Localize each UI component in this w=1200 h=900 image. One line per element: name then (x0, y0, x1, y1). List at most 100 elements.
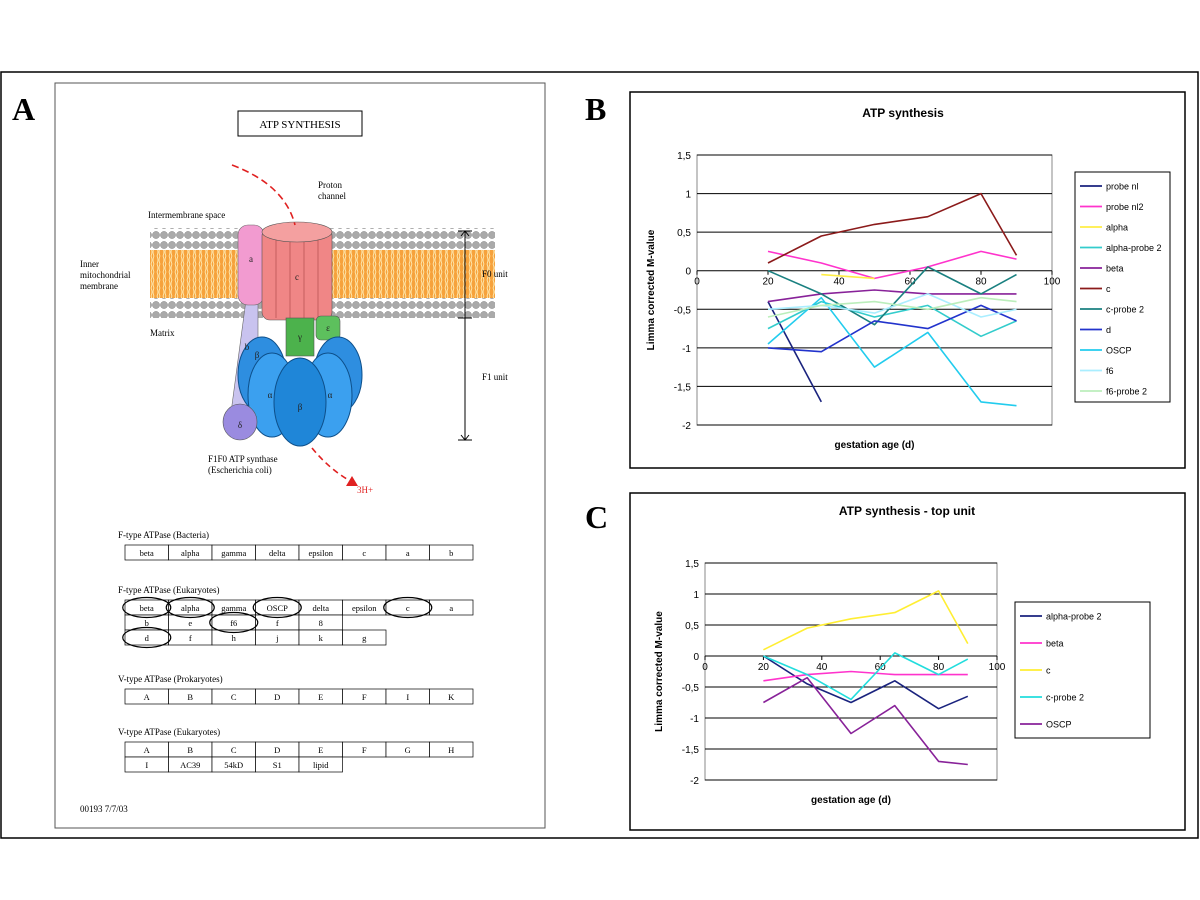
table-cell-text: beta (140, 548, 154, 558)
table-cell-text: epsilon (308, 548, 333, 558)
table-cell-text: k (319, 633, 324, 643)
legend-label: c-probe 2 (1106, 305, 1144, 315)
y-tick-label: -0,5 (682, 683, 700, 694)
panel-a: ATP SYNTHESIS Proton channel Intermembra… (80, 110, 508, 814)
series-line (763, 652, 969, 701)
diagram-label: F1F0 ATP synthase (208, 454, 278, 464)
legend-label: OSCP (1046, 720, 1072, 730)
circle-highlight (252, 596, 302, 619)
circle-highlight (209, 611, 259, 634)
table-cell (298, 756, 343, 773)
x-tick-label: 80 (975, 277, 987, 288)
title-box (237, 110, 363, 137)
legend-label: alpha (1106, 223, 1128, 233)
x-tick-label: 0 (702, 662, 708, 673)
table-cell-text: gamma (221, 603, 246, 613)
table-cell-text: lipid (313, 760, 329, 770)
table-cell (429, 599, 474, 616)
diagram-label: Proton (318, 180, 343, 190)
y-tick-label: 1,5 (685, 559, 699, 570)
table-cell-text: I (406, 692, 409, 702)
subunit-label: β (255, 350, 260, 360)
subunit-label: δ (238, 420, 242, 430)
table-cell-text: c (362, 548, 366, 558)
table-cell-text: 8 (319, 618, 323, 628)
x-tick-label: 40 (816, 662, 828, 673)
table-cell-text: I (145, 760, 148, 770)
y-tick-label: -1,5 (682, 745, 700, 756)
x-tick-label: 100 (1044, 277, 1061, 288)
diagram-label: mitochondrial (80, 270, 131, 280)
table-cell-text: d (145, 633, 150, 643)
y-tick-label: -0,5 (674, 305, 692, 316)
panel-a-frame (54, 82, 546, 829)
table-cell-text: AC39 (180, 760, 200, 770)
legend-label: alpha-probe 2 (1106, 243, 1162, 253)
subunit-label: b (245, 342, 250, 352)
subunit-label: c (295, 272, 299, 282)
table-cell-text: delta (312, 603, 329, 613)
table-title: V-type ATPase (Eukaryotes) (118, 727, 220, 737)
y-tick-label: 0 (685, 267, 691, 278)
table-cell-text: b (449, 548, 453, 558)
table-cell-text: a (449, 603, 453, 613)
series-line (767, 250, 1017, 280)
series-line (821, 273, 875, 280)
y-axis-title: Limma corrected M-value (654, 611, 665, 732)
table-cell-text: j (275, 633, 278, 643)
panel-a-title: ATP SYNTHESIS (259, 119, 340, 131)
legend-label: alpha-probe 2 (1046, 612, 1102, 622)
x-tick-label: 20 (758, 662, 770, 673)
x-axis-title: gestation age (d) (834, 440, 914, 451)
table-cell-text: B (187, 692, 193, 702)
y-axis-title: Limma corrected M-value (646, 229, 657, 350)
table-cell (429, 741, 474, 758)
c-ring-top (261, 221, 333, 243)
legend-label: OSCP (1106, 346, 1132, 356)
table-cell-text: D (274, 745, 280, 755)
legend-label: c (1046, 666, 1051, 676)
table-cell (342, 629, 387, 646)
table-cell-text: C (231, 692, 237, 702)
x-tick-label: 80 (933, 662, 945, 673)
diagram-label: membrane (80, 281, 118, 291)
circle-highlight (122, 596, 172, 619)
table-title: V-type ATPase (Prokaryotes) (118, 674, 223, 684)
series-line (767, 266, 1017, 326)
table-cell-text: K (448, 692, 455, 702)
x-axis-title: gestation age (d) (811, 795, 891, 806)
y-tick-label: 1 (685, 190, 691, 201)
subunit-label: γ (297, 332, 302, 342)
unit-bracket (458, 230, 472, 441)
table-cell-text: c (406, 603, 410, 613)
circle-highlight (383, 596, 433, 619)
chart-title: ATP synthesis - top unit (839, 504, 975, 518)
table-cell-text: OSCP (267, 603, 289, 613)
table-cell-text: S1 (273, 760, 282, 770)
circle-highlight (165, 596, 215, 619)
subunit-a (237, 224, 265, 306)
table-cell (429, 544, 474, 561)
x-tick-label: 100 (989, 662, 1006, 673)
panel-label: A (12, 91, 35, 127)
subunit-label: α (328, 390, 333, 400)
table-cell-text: f (276, 618, 279, 628)
table-cell-text: f (189, 633, 192, 643)
subunit-label: ε (326, 323, 330, 333)
series-line (763, 670, 968, 682)
table-cell-text: A (144, 692, 151, 702)
y-tick-label: 1,5 (677, 151, 691, 162)
legend-label: beta (1106, 264, 1124, 274)
table-cell-text: epsilon (352, 603, 377, 613)
series-line (767, 289, 1017, 303)
y-tick-label: 0,5 (677, 228, 691, 239)
y-tick-label: -2 (690, 776, 699, 787)
table-cell-text: F (362, 745, 367, 755)
circle-highlight (122, 626, 172, 649)
table-cell-text: delta (269, 548, 286, 558)
subunit-gamma (285, 317, 315, 357)
diagram-label: 3H+ (357, 485, 373, 495)
proton-arrow (311, 447, 353, 483)
x-tick-label: 20 (762, 277, 774, 288)
